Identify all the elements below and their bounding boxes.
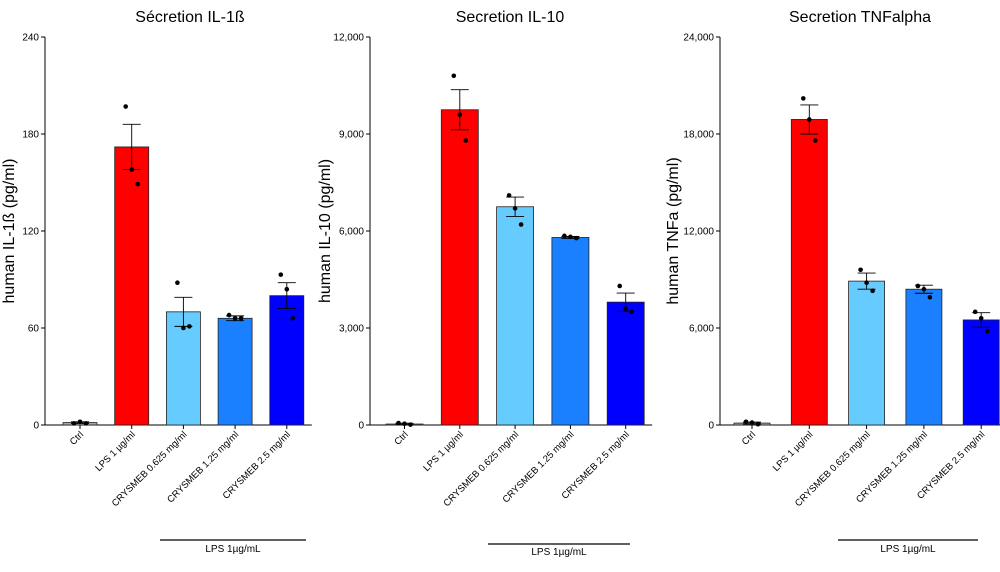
data-point — [870, 288, 875, 294]
x-tick-label: Ctrl — [740, 429, 758, 447]
data-point — [135, 181, 140, 187]
bar-4 — [905, 288, 943, 426]
data-point — [226, 312, 232, 318]
data-point — [927, 294, 933, 300]
y-tick-label: 6,000 — [689, 324, 714, 335]
data-point — [284, 286, 290, 292]
data-point — [984, 328, 990, 334]
data-point — [801, 96, 806, 101]
x-tick-label: LPS 1 µg/ml — [421, 429, 466, 474]
bar-4 — [551, 237, 590, 426]
data-point — [749, 420, 755, 425]
y-tick-label: 24,000 — [683, 33, 714, 44]
bar-5 — [269, 295, 305, 426]
data-point — [562, 233, 567, 239]
data-point — [181, 325, 186, 331]
data-point — [568, 234, 573, 240]
group-label: LPS 1µg/mL — [880, 544, 936, 555]
x-tick-label: LPS 1 µg/ml — [771, 429, 816, 474]
data-point — [408, 422, 413, 427]
y-axis-label: human IL-10 (pg/ml) — [317, 159, 334, 303]
y-tick-label: 0 — [708, 421, 714, 432]
x-tick-label: LPS 1 µg/ml — [93, 429, 138, 474]
chart-title: Secretion IL-10 — [456, 9, 565, 26]
data-point — [623, 306, 628, 311]
data-point — [743, 419, 749, 425]
bar-5 — [606, 301, 645, 426]
y-tick-label: 240 — [22, 33, 39, 44]
group-label: LPS 1µg/mL — [531, 547, 587, 558]
chart-panel-1: Sécretion IL-1ß human IL-1ß (pg/ml) 0 60 120… — [1, 9, 312, 555]
y-axis-label: human TNFa (pg/ml) — [665, 157, 682, 304]
data-point — [402, 421, 407, 427]
chart-panel-2: Secretion IL-10 human IL-10 (pg/ml) 0 3,000… — [317, 9, 653, 558]
bar-2 — [114, 146, 150, 426]
y-tick-label: 120 — [22, 227, 39, 238]
data-point — [512, 206, 518, 211]
data-point — [290, 316, 296, 321]
data-point — [617, 283, 622, 289]
y-tick-label: 6,000 — [339, 227, 364, 238]
data-point — [463, 138, 469, 143]
data-point — [915, 283, 921, 289]
data-point — [71, 421, 77, 426]
data-point — [123, 104, 128, 109]
data-point — [457, 112, 463, 117]
bar-3 — [496, 206, 535, 426]
y-tick-label: 0 — [358, 421, 364, 432]
chart-title: Sécretion IL-1ß — [135, 9, 245, 26]
y-tick-label: 60 — [28, 324, 40, 335]
y-tick-label: 12,000 — [333, 33, 364, 44]
group-label: LPS 1µg/mL — [205, 544, 261, 555]
data-point — [77, 419, 83, 425]
data-point — [518, 222, 524, 227]
data-point — [921, 286, 927, 292]
y-tick-label: 3,000 — [339, 324, 364, 335]
bar-2 — [790, 119, 828, 426]
y-tick-label: 18,000 — [683, 130, 714, 141]
data-point — [278, 272, 284, 277]
data-point — [451, 73, 457, 79]
x-tick-label: Ctrl — [392, 429, 410, 447]
y-tick-label: 9,000 — [339, 130, 364, 141]
y-axis-label: human IL-1ß (pg/ml) — [1, 159, 18, 304]
data-point — [175, 280, 180, 286]
data-point — [807, 117, 812, 122]
data-point — [813, 138, 818, 143]
data-point — [238, 316, 244, 321]
bar-3 — [165, 311, 201, 426]
chart-panel-3: Secretion TNFalpha human TNFa (pg/ml) 0 6,0… — [665, 9, 1000, 555]
data-point — [83, 421, 89, 426]
data-point — [129, 167, 134, 172]
y-tick-label: 180 — [22, 130, 39, 141]
bar-5 — [962, 319, 1000, 426]
data-point — [978, 316, 984, 321]
data-point — [755, 421, 761, 427]
x-tick-label: Ctrl — [68, 429, 86, 447]
data-point — [972, 309, 978, 315]
data-point — [187, 324, 192, 329]
y-tick-label: 12,000 — [683, 227, 714, 238]
data-point — [629, 309, 634, 315]
bar-2 — [440, 109, 479, 426]
data-point — [396, 420, 401, 426]
data-point — [864, 280, 869, 286]
chart-title: Secretion TNFalpha — [789, 9, 931, 26]
bar-3 — [848, 280, 885, 426]
bar-4 — [217, 317, 253, 426]
data-point — [858, 267, 863, 273]
data-point — [506, 193, 512, 198]
data-point — [574, 235, 579, 241]
data-point — [232, 316, 238, 321]
y-tick-label: 0 — [33, 421, 39, 432]
